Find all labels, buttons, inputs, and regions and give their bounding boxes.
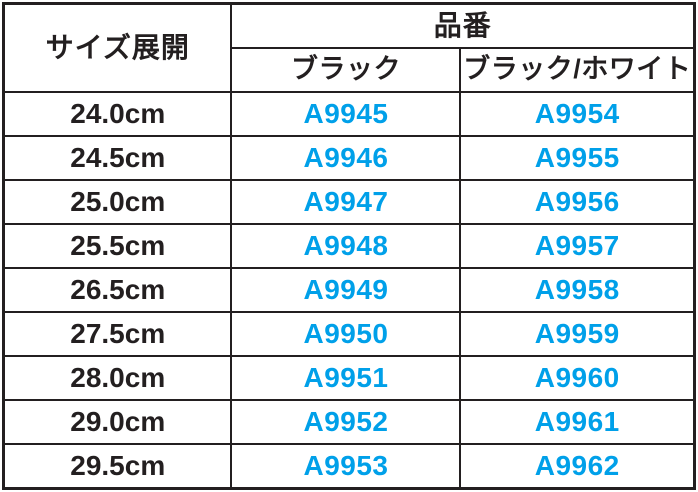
- code-cell-black: A9946: [230, 134, 462, 181]
- table-row: 25.5cm A9948 A9957: [2, 222, 696, 269]
- code-cell-black: A9951: [230, 355, 462, 402]
- table-row: 29.5cm A9953 A9962: [2, 443, 696, 490]
- size-cell: 25.5cm: [2, 222, 233, 269]
- code-cell-black: A9947: [230, 178, 462, 225]
- code-cell-black-white: A9959: [459, 311, 696, 358]
- size-cell: 26.5cm: [2, 266, 233, 314]
- code-cell-black-white: A9962: [459, 443, 696, 490]
- code-cell-black: A9949: [230, 266, 462, 314]
- table-row: 24.5cm A9946 A9955: [2, 134, 696, 181]
- size-cell: 28.0cm: [2, 355, 233, 402]
- size-cell: 27.5cm: [2, 311, 233, 358]
- size-cell: 29.0cm: [2, 399, 233, 446]
- size-cell: 24.0cm: [2, 90, 233, 137]
- code-cell-black-white: A9956: [459, 178, 696, 225]
- table-row: 25.0cm A9947 A9956: [2, 178, 696, 225]
- table-body: 24.0cm A9945 A9954 24.5cm A9946 A9955 25…: [2, 90, 696, 490]
- code-cell-black-white: A9961: [459, 399, 696, 446]
- code-cell-black-white: A9958: [459, 266, 696, 314]
- code-cell-black: A9950: [230, 311, 462, 358]
- color-header-black: ブラック: [230, 46, 462, 93]
- size-cell: 29.5cm: [2, 443, 233, 490]
- code-cell-black: A9948: [230, 222, 462, 269]
- header-row-top: サイズ展開 品番: [2, 2, 696, 93]
- code-cell-black-white: A9957: [459, 222, 696, 269]
- code-cell-black-white: A9954: [459, 90, 696, 137]
- table-row: 26.5cm A9949 A9958: [2, 266, 696, 314]
- table-row: 28.0cm A9951 A9960: [2, 355, 696, 402]
- size-cell: 25.0cm: [2, 178, 233, 225]
- part-number-header: 品番: [230, 2, 696, 49]
- table-row: 27.5cm A9950 A9959: [2, 311, 696, 358]
- header-row-sub: ブラック ブラック/ホワイト: [4, 46, 696, 93]
- table-header: サイズ展開 品番 ブラック ブラック/ホワイト: [2, 2, 696, 93]
- code-cell-black: A9952: [230, 399, 462, 446]
- code-cell-black-white: A9955: [459, 134, 696, 181]
- size-column-header: サイズ展開: [2, 2, 233, 93]
- table-row: 24.0cm A9945 A9954: [2, 90, 696, 137]
- code-cell-black: A9953: [230, 443, 462, 490]
- code-cell-black: A9945: [230, 90, 462, 137]
- code-cell-black-white: A9960: [459, 355, 696, 402]
- size-cell: 24.5cm: [2, 134, 233, 181]
- table-row: 29.0cm A9952 A9961: [2, 399, 696, 446]
- color-header-black-white: ブラック/ホワイト: [459, 46, 696, 93]
